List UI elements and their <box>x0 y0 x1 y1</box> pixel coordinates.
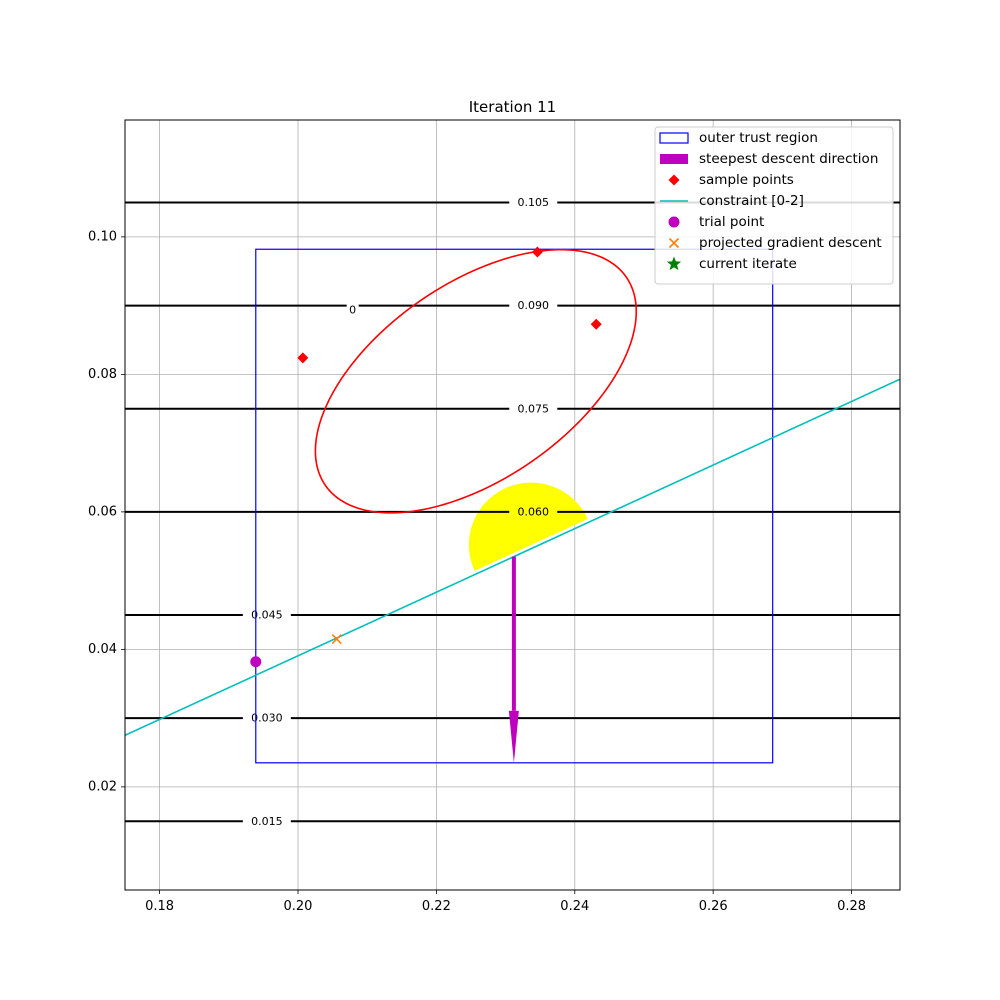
steepest-descent-shaft <box>511 556 516 711</box>
legend-label: projected gradient descent <box>699 235 882 251</box>
ellipse-label-bg <box>346 302 359 317</box>
legend-marker-diamond <box>668 174 680 186</box>
outer-trust-region <box>255 248 774 764</box>
y-tick-label: 0.04 <box>88 642 117 657</box>
sample-point <box>590 318 602 330</box>
legend-item-current-iterate: current iterate <box>666 256 797 272</box>
x-tick-label: 0.20 <box>284 899 313 914</box>
legend-marker-star <box>666 256 682 271</box>
x-tick-label: 0.28 <box>837 899 866 914</box>
contour-label: 0.105 <box>518 196 550 209</box>
contour-label: 0.060 <box>518 505 550 518</box>
plot-frame <box>124 119 901 891</box>
legend-marker-rect <box>659 132 689 144</box>
steepest-descent-arrowhead <box>508 710 519 763</box>
legend-marker-circle <box>668 216 680 228</box>
projected-gradient-point <box>331 633 342 645</box>
legend-marker-x <box>668 237 680 249</box>
feasible-half-disk <box>468 482 588 571</box>
legend-item-sample-points: sample points <box>668 172 794 188</box>
y-tick-label: 0.08 <box>88 367 117 382</box>
contour-label: 0.045 <box>251 609 283 622</box>
contour-label: 0.030 <box>251 712 283 725</box>
legend-box <box>654 126 894 285</box>
legend-label: sample points <box>699 172 794 188</box>
legend-item-outer-trust-region: outer trust region <box>659 130 818 146</box>
x-tick-label: 0.24 <box>560 899 589 914</box>
legend: outer trust region steepest descent direc… <box>654 126 894 285</box>
legend-item-trial-point: trial point <box>668 214 764 230</box>
legend-marker-bar <box>660 154 688 164</box>
ellipse-label: 0 <box>349 303 356 316</box>
trial-point <box>250 656 262 668</box>
x-tick-label: 0.18 <box>145 899 174 914</box>
legend-label: current iterate <box>699 256 797 272</box>
contour-label: 0.015 <box>251 815 283 828</box>
legend-item-projected-gradient-descent: projected gradient descent <box>668 235 882 251</box>
legend-label: trial point <box>699 214 764 230</box>
legend-item-constraint-0-2: constraint [0-2] <box>660 193 804 209</box>
x-tick-label: 0.26 <box>699 899 728 914</box>
y-tick-label: 0.02 <box>88 779 117 794</box>
legend-label: outer trust region <box>699 130 818 146</box>
x-tick-label: 0.22 <box>422 899 451 914</box>
sample-point <box>297 352 309 364</box>
contour-label: 0.075 <box>518 402 550 415</box>
legend-label: constraint [0-2] <box>699 193 804 209</box>
y-tick-label: 0.06 <box>88 504 117 519</box>
y-tick-label: 0.10 <box>88 229 117 244</box>
legend-label: steepest descent direction <box>699 151 878 167</box>
chart-title: Iteration 11 <box>469 98 556 116</box>
legend-item-steepest-descent-direction: steepest descent direction <box>660 151 878 167</box>
axis-ticks: 0.18 0.20 0.22 0.24 0.26 0.28 0.02 0.04 0.06 0.08… <box>88 229 866 914</box>
contour-label: 0.090 <box>518 299 550 312</box>
constraint-ellipse <box>314 248 638 514</box>
sample-point <box>531 246 543 258</box>
